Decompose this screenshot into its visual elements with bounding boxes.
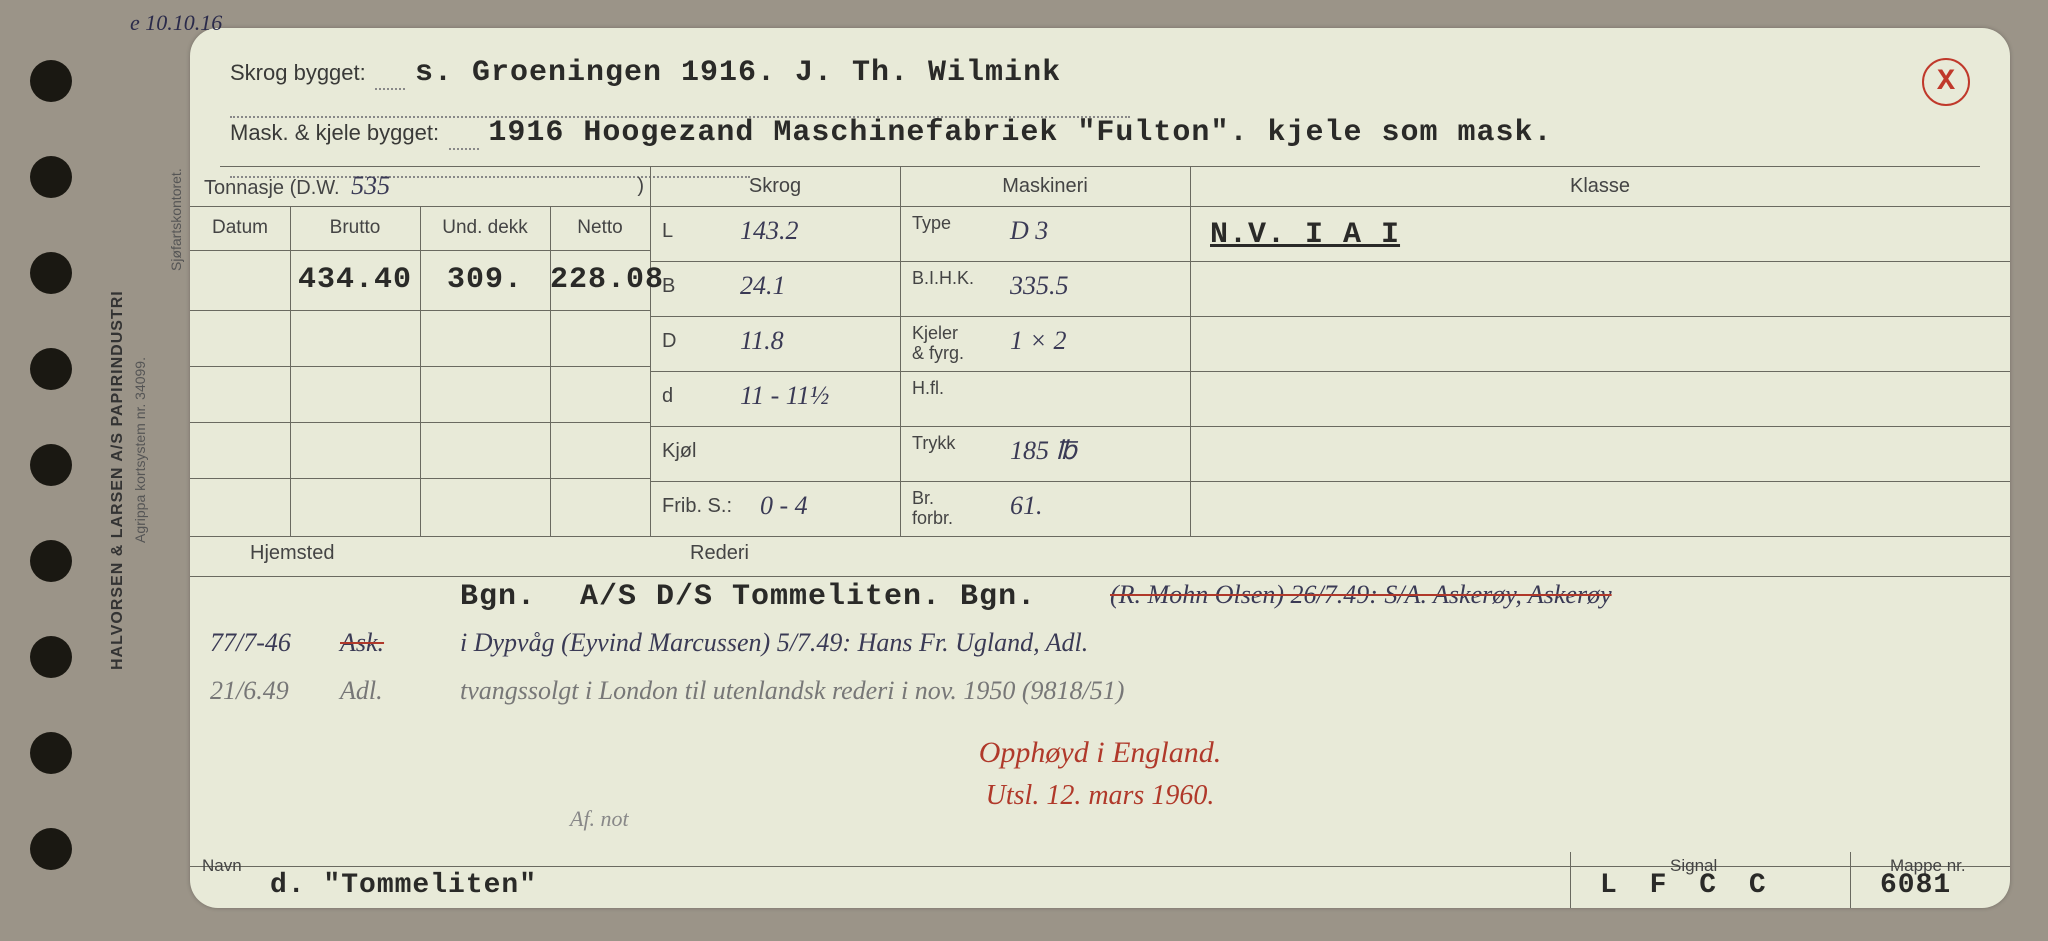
hole bbox=[30, 540, 72, 582]
footer-navn-cell: Navn d. "Tommeliten" bbox=[190, 852, 1571, 908]
skrog-B-val: 24.1 bbox=[740, 271, 786, 301]
skrog-d-lab: d bbox=[662, 385, 673, 408]
tonnasje-end: ) bbox=[637, 166, 644, 206]
mask-bihk-lab: B.I.H.K. bbox=[912, 269, 974, 289]
skrog-d-val: 11 - 11½ bbox=[740, 381, 829, 411]
scribble: Af. not bbox=[570, 806, 629, 832]
col-netto: Netto bbox=[550, 206, 650, 250]
mask-bihk-val: 335.5 bbox=[1010, 271, 1069, 301]
l3-date: 21/6.49 bbox=[210, 676, 289, 706]
hole bbox=[30, 828, 72, 870]
footer-signal-cell: Signal L F C C bbox=[1570, 852, 1851, 908]
notes-line3: 21/6.49 Adl. tvangssolgt i London til ut… bbox=[210, 676, 1990, 720]
side-office: Sjøfartskontoret. bbox=[168, 120, 186, 320]
mask-kjele-value: 1916 Hoogezand Maschinefabriek "Fulton".… bbox=[488, 116, 1552, 150]
notes-line5: Utsl. 12. mars 1960. bbox=[210, 780, 1990, 824]
col-und: Und. dekk bbox=[420, 206, 551, 250]
cell-brutto: 434.40 bbox=[290, 250, 421, 310]
mask-hfl-lab: H.fl. bbox=[912, 379, 944, 399]
hole bbox=[30, 636, 72, 678]
tonnasje-row1: 434.40 309. 228.08 bbox=[190, 250, 650, 311]
klasse-block: Klasse N.V. I A I bbox=[1190, 166, 2010, 536]
mask-kjeler-lab: Kjeler & fyrg. bbox=[912, 324, 964, 364]
notes-header: Hjemsted Rederi bbox=[190, 536, 2010, 577]
skrog-bygget-value: s. Groeningen 1916. J. Th. Wilmink bbox=[415, 56, 1061, 90]
tonnasje-label: Tonnasje (D.W. bbox=[204, 177, 340, 199]
cell-datum bbox=[190, 250, 291, 310]
l2-date: 77/7-46 bbox=[210, 628, 291, 658]
index-card: e 10.10.16 X Skrog bygget: s. Groeningen… bbox=[190, 28, 2010, 908]
tonnasje-block: Tonnasje (D.W. 535 ) Datum Brutto Und. d… bbox=[190, 166, 651, 536]
mask-forbr-val: 61. bbox=[1010, 491, 1043, 521]
tonnasje-dw: 535 bbox=[351, 171, 390, 200]
card-footer: Navn d. "Tommeliten" Signal L F C C Mapp… bbox=[190, 852, 2010, 908]
data-grid: Tonnasje (D.W. 535 ) Datum Brutto Und. d… bbox=[190, 166, 2010, 537]
skrog-bygget-label: Skrog bygget: bbox=[230, 60, 366, 85]
navn-label: Navn bbox=[202, 856, 242, 876]
hole bbox=[30, 732, 72, 774]
maskineri-block: Maskineri Type D 3 B.I.H.K. 335.5 Kjeler &… bbox=[900, 166, 1191, 536]
mask-trykk-val: 185 ℔ bbox=[1010, 436, 1077, 466]
footer-mappe-cell: Mappe nr. 6081 bbox=[1850, 852, 2010, 908]
skrog-kjol-lab: Kjøl bbox=[662, 440, 696, 463]
hole bbox=[30, 156, 72, 198]
cell-netto: 228.08 bbox=[550, 250, 650, 310]
bgn-label: Bgn. bbox=[460, 580, 536, 614]
hole bbox=[30, 348, 72, 390]
mask-forbr-lab: Br. forbr. bbox=[912, 489, 953, 529]
l2-place: Ask. bbox=[340, 628, 384, 658]
mask-title: Maskineri bbox=[900, 166, 1190, 207]
hole bbox=[30, 444, 72, 486]
col-datum: Datum bbox=[190, 206, 291, 250]
notes-line1: Bgn. A/S D/S Tommeliten. Bgn. (R. Mohn O… bbox=[210, 580, 1990, 624]
line1-hand: (R. Mohn Olsen) 26/7.49: S/A. Askerøy, A… bbox=[1110, 580, 1612, 610]
skrog-frib-lab: Frib. S.: bbox=[662, 495, 732, 518]
skrog-L-lab: L bbox=[662, 220, 673, 243]
rederi-label: Rederi bbox=[690, 542, 749, 565]
skrog-title: Skrog bbox=[650, 166, 900, 207]
l2-hand: i Dypvåg (Eyvind Marcussen) 5/7.49: Hans… bbox=[460, 628, 1088, 658]
tonnasje-sub: Datum Brutto Und. dekk Netto bbox=[190, 206, 650, 251]
notes-line4: Opphøyd i England. bbox=[210, 736, 1990, 780]
mask-type-val: D 3 bbox=[1010, 216, 1048, 246]
navn-value: d. "Tommeliten" bbox=[270, 870, 537, 901]
notes-area: Hjemsted Rederi Bgn. A/S D/S Tommeliten.… bbox=[190, 536, 2010, 867]
punch-holes bbox=[30, 60, 100, 924]
skrog-D-val: 11.8 bbox=[740, 326, 784, 356]
side-system: Agrippa kortsystem nr. 34099. bbox=[132, 200, 150, 700]
line1-typed: A/S D/S Tommeliten. Bgn. bbox=[580, 580, 1036, 614]
klasse-title: Klasse bbox=[1190, 166, 2010, 207]
skrog-frib-val: 0 - 4 bbox=[760, 491, 808, 521]
hole bbox=[30, 60, 72, 102]
hjemsted-label: Hjemsted bbox=[250, 542, 334, 565]
skrog-block: Skrog L143.2 B24.1 D11.8 d11 - 11½ Kjøl … bbox=[650, 166, 901, 536]
hole bbox=[30, 252, 72, 294]
skrog-B-lab: B bbox=[662, 275, 675, 298]
top-handwritten-date: e 10.10.16 bbox=[130, 10, 222, 36]
card-header: Skrog bygget: s. Groeningen 1916. J. Th.… bbox=[220, 46, 1980, 167]
mappe-value: 6081 bbox=[1880, 870, 1951, 901]
l4: Opphøyd i England. bbox=[979, 736, 1221, 769]
mask-type-lab: Type bbox=[912, 214, 951, 234]
cell-und: 309. bbox=[420, 250, 551, 310]
mask-kjele-label: Mask. & kjele bygget: bbox=[230, 120, 439, 145]
page: HALVORSEN & LARSEN A/S PAPIRINDUSTRI Agr… bbox=[0, 0, 2048, 941]
klasse-value: N.V. I A I bbox=[1210, 218, 1400, 252]
skrog-L-val: 143.2 bbox=[740, 216, 799, 246]
mask-kjeler-val: 1 × 2 bbox=[1010, 326, 1067, 356]
signal-value: L F C C bbox=[1600, 870, 1774, 901]
notes-line2: 77/7-46 Ask. i Dypvåg (Eyvind Marcussen)… bbox=[210, 628, 1990, 672]
side-company: HALVORSEN & LARSEN A/S PAPIRINDUSTRI bbox=[108, 130, 130, 830]
l3-hand: tvangssolgt i London til utenlandsk rede… bbox=[460, 676, 1124, 706]
l3-place: Adl. bbox=[340, 676, 383, 706]
col-brutto: Brutto bbox=[290, 206, 421, 250]
mask-trykk-lab: Trykk bbox=[912, 434, 955, 454]
tonnasje-header: Tonnasje (D.W. 535 ) bbox=[190, 166, 664, 207]
l5: Utsl. 12. mars 1960. bbox=[986, 780, 1215, 811]
skrog-D-lab: D bbox=[662, 330, 676, 353]
